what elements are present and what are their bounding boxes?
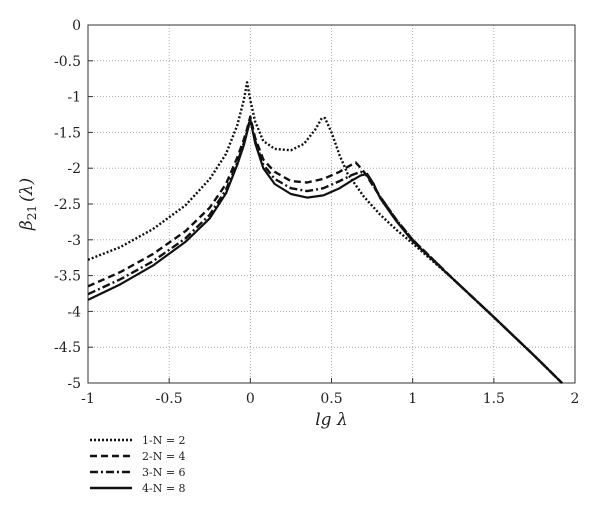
y-axis-title-argument: (λ) [17, 178, 37, 202]
y-tick-label: -5 [67, 376, 81, 392]
series-line-3 [87, 116, 563, 384]
y-tick-label: -1.5 [54, 125, 81, 141]
x-tick-label: 1.5 [483, 391, 505, 407]
legend-label-1: 1-N = 2 [142, 434, 186, 447]
series-line-1 [87, 81, 563, 384]
y-tick-label: -4 [67, 304, 81, 320]
x-tick-label: -1 [81, 391, 95, 407]
series-line-4 [87, 118, 563, 384]
legend: 1-N = 2 2-N = 4 3-N = 6 4-N = 8 [90, 434, 186, 495]
x-axis-ticks: -1 -0.5 0 0.5 1 1.5 2 [81, 378, 579, 407]
y-axis-ticks: 0 -0.5 -1 -1.5 -2 -2.5 -3 -3.5 -4 -4.5 -5 [54, 18, 93, 392]
y-tick-label: -2.5 [54, 197, 81, 213]
y-tick-label: -1 [67, 90, 81, 106]
y-tick-label: -3.5 [54, 269, 81, 285]
x-tick-label: 0.5 [320, 391, 342, 407]
legend-label-4: 4-N = 8 [142, 482, 186, 495]
x-axis-title: lg λ [315, 410, 348, 430]
grid [87, 24, 576, 384]
x-tick-label: 0 [246, 391, 255, 407]
y-tick-label: -3 [67, 233, 81, 249]
x-tick-label: 1 [408, 391, 417, 407]
legend-label-2: 2-N = 4 [142, 450, 186, 463]
y-tick-label: -4.5 [54, 340, 81, 356]
x-tick-label: 2 [571, 391, 580, 407]
legend-label-3: 3-N = 6 [142, 466, 186, 479]
y-axis-title-symbol: β [17, 220, 37, 231]
series-layer [87, 81, 563, 384]
y-axis-title: β21 (λ) [17, 178, 39, 231]
series-line-2 [87, 115, 563, 384]
y-axis-title-subscript: 21 [25, 205, 39, 220]
y-tick-label: -0.5 [54, 54, 81, 70]
x-tick-label: -0.5 [156, 391, 183, 407]
y-tick-label: 0 [72, 18, 81, 34]
y-tick-label: -2 [67, 161, 81, 177]
